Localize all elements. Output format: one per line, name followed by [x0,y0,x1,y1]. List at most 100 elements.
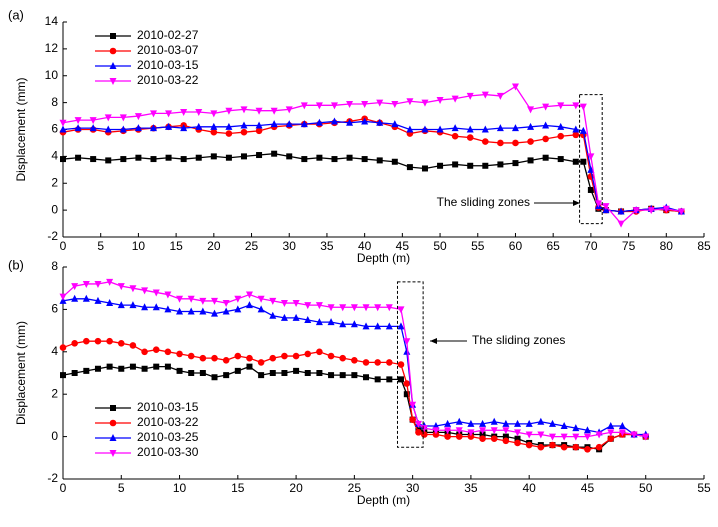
marker [587,153,595,161]
marker [406,98,414,106]
marker [211,374,218,381]
x-tick-label: 40 [358,239,372,253]
marker [94,365,101,372]
marker [514,419,522,427]
marker [106,278,114,286]
marker [199,297,207,305]
marker [579,103,587,111]
marker [255,127,263,135]
marker [632,207,640,215]
marker [117,283,125,291]
marker [391,100,399,108]
marker [502,433,509,440]
marker [572,125,580,133]
marker [152,289,160,297]
marker [71,283,79,291]
marker [511,83,519,91]
marker [187,352,195,360]
marker [361,117,369,125]
marker [257,305,265,313]
marker [234,305,242,313]
marker [199,354,207,362]
marker [195,122,203,130]
marker [409,416,416,423]
marker [316,370,323,376]
marker [512,139,519,147]
marker [106,337,113,345]
marker [572,443,580,451]
x-tick-label: 5 [97,239,104,253]
marker [350,320,358,328]
x-tick-label: 25 [245,239,259,253]
marker [331,156,338,163]
marker [432,427,440,435]
marker [240,128,248,136]
marker [496,92,504,100]
marker [583,433,591,441]
marker [60,372,66,379]
marker [537,443,545,451]
marker [376,157,383,164]
panel-label: (a) [8,7,24,22]
marker [165,110,173,118]
marker [617,207,625,215]
marker [153,363,160,370]
x-tick-label: 40 [523,481,537,495]
marker [560,443,568,451]
marker [240,153,247,160]
marker [436,125,444,133]
legend-label: 2010-03-15 [137,400,199,414]
marker [234,295,242,303]
marker [436,96,444,104]
marker [330,102,338,110]
marker [479,435,486,443]
marker [415,429,422,436]
marker [199,370,206,376]
x-tick-label: 15 [169,239,183,253]
marker [490,435,498,443]
marker [134,113,142,121]
x-tick-label: 25 [348,481,362,495]
marker [269,311,277,319]
marker [527,157,534,164]
marker [119,125,127,133]
marker [557,102,565,110]
marker [293,367,300,374]
marker [542,103,550,111]
y-tick-label: -2 [47,471,58,485]
marker [304,316,312,323]
x-tick-label: 45 [396,239,410,253]
marker [511,124,519,132]
marker [467,162,474,169]
marker [188,370,195,376]
marker [497,161,504,168]
marker [94,280,102,288]
marker [512,160,519,167]
x-tick-label: 75 [622,239,636,253]
marker [59,125,67,133]
marker [222,307,230,315]
marker [225,122,233,130]
marker [572,102,580,110]
marker [110,33,116,39]
marker [594,200,602,208]
marker [304,370,311,376]
x-tick-label: 80 [660,239,674,253]
marker [525,441,533,449]
marker [134,124,142,132]
x-axis-label: Depth (m) [357,493,410,507]
marker [152,346,160,353]
marker [346,118,354,126]
marker [403,391,410,398]
marker [579,126,587,134]
marker [280,300,288,308]
x-tick-label: 30 [283,239,297,253]
marker [362,322,370,330]
marker [234,352,242,360]
sliding-zone-box [579,94,603,225]
marker [71,294,79,302]
marker [479,427,487,435]
marker [374,304,382,312]
marker [164,305,172,313]
marker [560,433,568,441]
